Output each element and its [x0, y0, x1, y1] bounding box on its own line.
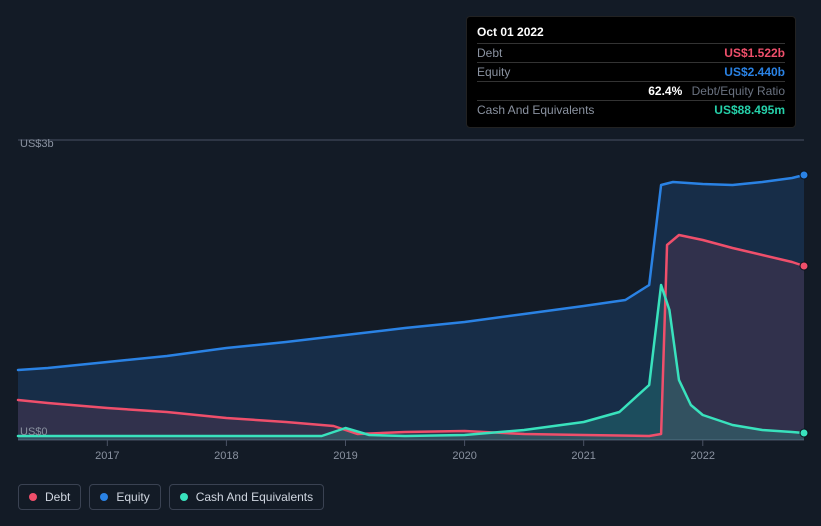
tooltip-row-value: US$88.495m: [714, 103, 785, 117]
tooltip-row-label: Debt: [477, 46, 627, 60]
legend-item-label: Equity: [116, 490, 149, 504]
tooltip-row: Cash And Equivalents US$88.495m: [477, 100, 785, 119]
chart-legend: Debt Equity Cash And Equivalents: [18, 484, 324, 510]
legend-item-cash[interactable]: Cash And Equivalents: [169, 484, 324, 510]
chart-tooltip: Oct 01 2022 Debt US$1.522b Equity US$2.440b…: [466, 16, 796, 128]
series-end-marker-equity: [800, 171, 808, 179]
legend-dot-icon: [100, 493, 108, 501]
x-axis-label: 2021: [571, 450, 595, 462]
legend-dot-icon: [180, 493, 188, 501]
tooltip-row-value: 62.4% Debt/Equity Ratio: [648, 84, 785, 98]
tooltip-row-value: US$2.440b: [724, 65, 785, 79]
y-axis-label: US$3b: [20, 138, 70, 150]
tooltip-row-label: Cash And Equivalents: [477, 103, 627, 117]
tooltip-row: Debt US$1.522b: [477, 43, 785, 62]
x-axis-label: 2018: [214, 450, 238, 462]
tooltip-row-value: US$1.522b: [724, 46, 785, 60]
y-axis-label: US$0: [20, 426, 70, 438]
legend-item-label: Debt: [45, 490, 70, 504]
x-axis-label: 2019: [333, 450, 357, 462]
legend-item-equity[interactable]: Equity: [89, 484, 160, 510]
series-end-marker-debt: [800, 262, 808, 270]
legend-item-label: Cash And Equivalents: [196, 490, 313, 504]
legend-dot-icon: [29, 493, 37, 501]
x-axis-label: 2022: [691, 450, 715, 462]
tooltip-row: Equity US$2.440b: [477, 62, 785, 81]
legend-item-debt[interactable]: Debt: [18, 484, 81, 510]
x-axis-label: 2020: [452, 450, 476, 462]
x-axis-label: 2017: [95, 450, 119, 462]
series-end-marker-cash: [800, 429, 808, 437]
tooltip-row-label: Equity: [477, 65, 627, 79]
tooltip-row: 62.4% Debt/Equity Ratio: [477, 81, 785, 100]
tooltip-date: Oct 01 2022: [477, 25, 785, 39]
